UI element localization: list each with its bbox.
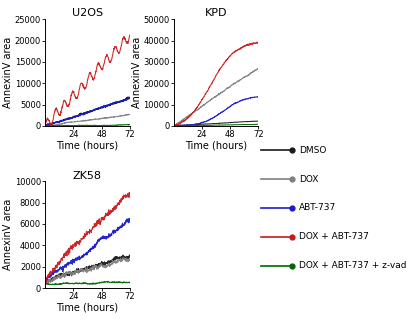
X-axis label: Time (hours): Time (hours) (56, 140, 118, 150)
Text: ABT-737: ABT-737 (299, 204, 336, 212)
X-axis label: Time (hours): Time (hours) (56, 302, 118, 313)
Text: DOX: DOX (299, 175, 318, 184)
Text: DMSO: DMSO (299, 146, 326, 155)
Title: ZK58: ZK58 (73, 171, 102, 180)
Text: DOX + ABT-737 + z-vad: DOX + ABT-737 + z-vad (299, 261, 406, 270)
Title: KPD: KPD (204, 8, 227, 19)
X-axis label: Time (hours): Time (hours) (184, 140, 247, 150)
Text: DOX + ABT-737: DOX + ABT-737 (299, 232, 368, 241)
Title: U2OS: U2OS (72, 8, 103, 19)
Y-axis label: AnnexinV area: AnnexinV area (3, 37, 13, 108)
Y-axis label: AnnexinV area: AnnexinV area (131, 37, 142, 108)
Y-axis label: AnnexinV area: AnnexinV area (3, 199, 13, 270)
